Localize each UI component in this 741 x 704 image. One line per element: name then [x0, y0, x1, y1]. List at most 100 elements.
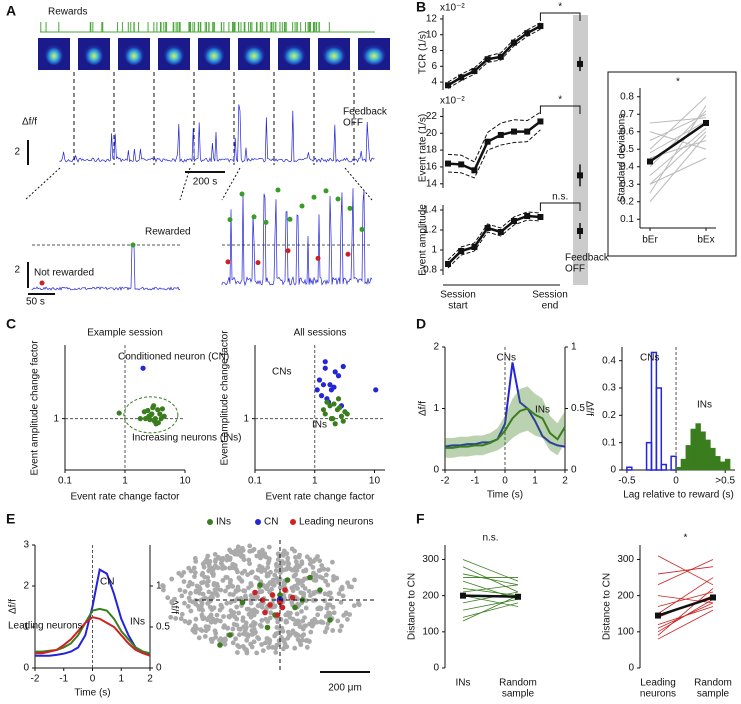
background-cell — [255, 567, 261, 573]
pair-line — [657, 602, 714, 629]
event-dot — [299, 203, 305, 209]
series-line — [445, 407, 566, 449]
frame-blob — [164, 45, 184, 65]
background-cell — [290, 628, 296, 634]
x-tick-label: 1 — [122, 476, 128, 487]
background-cell — [306, 639, 312, 644]
label: * — [684, 533, 688, 544]
y-tick-label: 6 — [431, 61, 437, 72]
background-cell — [249, 548, 255, 554]
background-cell — [325, 582, 331, 588]
background-cell — [161, 587, 166, 593]
background-cell — [236, 610, 242, 616]
y-tick-label: 0.4 — [620, 161, 634, 172]
background-cell — [318, 567, 323, 573]
pair-line — [649, 131, 707, 185]
background-cell — [199, 628, 205, 633]
event-dot — [285, 248, 291, 254]
background-cell — [218, 587, 224, 593]
background-cell — [278, 565, 284, 570]
pair-line — [649, 110, 707, 168]
bar — [690, 428, 696, 471]
y-tick-label: 20 — [426, 128, 438, 139]
background-cell — [303, 623, 308, 629]
legend-entry: CN — [264, 517, 278, 528]
background-cell — [337, 628, 343, 634]
point — [524, 30, 531, 37]
background-cell — [330, 559, 335, 565]
y-axis-label: Δf/f — [8, 599, 19, 614]
point — [322, 411, 328, 417]
background-cell — [215, 565, 221, 571]
label: Feedback — [343, 107, 388, 118]
background-cell — [224, 557, 230, 563]
background-cell — [201, 579, 207, 585]
background-cell — [324, 572, 329, 578]
y-tick-label: 3 — [23, 540, 29, 551]
series-line — [35, 616, 151, 657]
background-cell — [206, 578, 211, 584]
panel-letter: D — [416, 316, 426, 332]
legend-entry: CNs — [640, 353, 659, 364]
background-cell — [274, 561, 279, 567]
point — [524, 128, 531, 135]
background-cell — [186, 604, 191, 609]
background-cell — [179, 611, 185, 617]
point — [484, 56, 491, 63]
background-cell — [260, 604, 265, 610]
point — [137, 416, 143, 422]
y-tick-label: 0 — [433, 465, 439, 476]
cell — [259, 597, 266, 603]
x-axis-label: Event rate change factor — [71, 492, 181, 503]
pair-line — [649, 120, 707, 154]
background-cell — [323, 614, 329, 619]
background-cell — [270, 644, 275, 650]
background-cell — [217, 607, 223, 613]
background-cell — [322, 629, 328, 635]
background-cell — [317, 558, 323, 564]
pair-line — [649, 131, 707, 150]
background-cell — [323, 578, 328, 584]
background-cell — [236, 575, 242, 581]
series-line — [444, 362, 566, 448]
background-cell — [221, 614, 226, 619]
background-cell — [281, 638, 286, 644]
background-cell — [182, 589, 188, 594]
cell — [257, 582, 263, 588]
label: Δf/f — [22, 117, 37, 128]
pair-line — [462, 602, 519, 618]
point — [320, 407, 327, 413]
background-cell — [212, 619, 218, 625]
y-tick-label: 8 — [431, 45, 437, 56]
background-cell — [299, 559, 305, 565]
x-tick-label: 0.1 — [248, 476, 262, 487]
error-band — [445, 386, 565, 458]
background-cell — [285, 555, 291, 561]
background-cell — [230, 640, 236, 646]
bar — [695, 423, 701, 471]
pair-line — [657, 559, 714, 586]
bar — [720, 461, 726, 471]
background-cell — [169, 600, 175, 605]
background-cell — [321, 566, 327, 572]
y-tick-label: 0.2 — [620, 196, 634, 207]
background-cell — [307, 561, 313, 567]
y-tick-label: 1 — [23, 622, 29, 633]
background-cell — [341, 613, 347, 618]
background-cell — [191, 565, 197, 571]
bar — [626, 466, 633, 471]
x-tick-label: -2 — [441, 476, 450, 487]
background-cell — [320, 575, 325, 581]
background-cell — [310, 565, 316, 570]
point — [151, 403, 157, 409]
label: bEx — [697, 235, 714, 246]
point — [344, 411, 350, 417]
point — [336, 405, 343, 411]
point — [458, 161, 465, 168]
background-cell — [275, 619, 280, 625]
x-tick-label: 0.1 — [58, 476, 72, 487]
zoom-line — [344, 167, 373, 201]
background-cell — [318, 606, 323, 612]
label: Rewarded — [145, 227, 191, 238]
pair-line — [649, 127, 707, 176]
